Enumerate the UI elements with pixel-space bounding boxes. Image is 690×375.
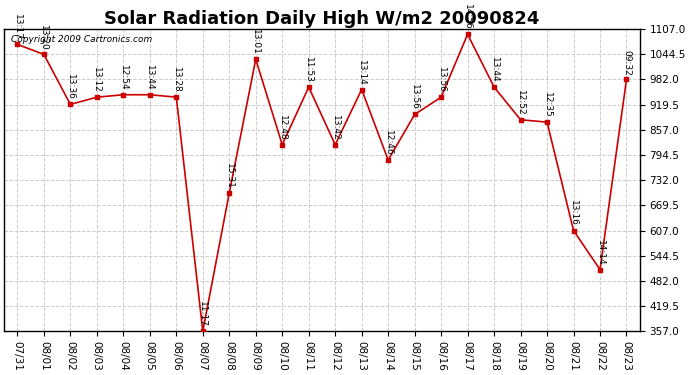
Point (118, 92, 129, 98)
Point (595, 267, 606, 273)
Point (39, 51, 50, 57)
Text: 15:31: 15:31 (225, 163, 234, 189)
Point (356, 87, 367, 93)
Text: 14:14: 14:14 (595, 240, 604, 266)
Title: Solar Radiation Daily High W/m2 20090824: Solar Radiation Daily High W/m2 20090824 (104, 9, 540, 27)
Point (144, 92, 155, 98)
Text: 09:32: 09:32 (622, 50, 631, 75)
Point (197, 328, 208, 334)
Text: 13:36: 13:36 (66, 74, 75, 100)
Point (330, 142, 341, 148)
Point (91, 94, 102, 100)
Text: 11:17: 11:17 (198, 301, 207, 327)
Text: 12:35: 12:35 (542, 92, 551, 118)
Text: 12:48: 12:48 (278, 115, 287, 141)
Text: 13:42: 13:42 (331, 115, 339, 141)
Text: 13:16: 13:16 (569, 201, 578, 226)
Point (542, 119, 553, 125)
Text: 13:56: 13:56 (410, 84, 419, 110)
Text: Copyright 2009 Cartronics.com: Copyright 2009 Cartronics.com (10, 35, 152, 44)
Point (568, 228, 579, 234)
Text: 13:56: 13:56 (437, 67, 446, 93)
Text: 13:12: 13:12 (92, 67, 101, 93)
Text: 14:56: 14:56 (463, 4, 472, 30)
Point (515, 117, 526, 123)
Text: 13:01: 13:01 (251, 29, 260, 55)
Point (489, 84, 500, 90)
Text: 13:20: 13:20 (39, 24, 48, 50)
Point (250, 56, 262, 62)
Point (435, 94, 446, 100)
Point (621, 76, 632, 82)
Point (171, 94, 182, 100)
Text: 13:14: 13:14 (357, 60, 366, 86)
Point (409, 111, 420, 117)
Text: 12:46: 12:46 (384, 130, 393, 156)
Text: 13:28: 13:28 (172, 67, 181, 93)
Text: 13:17: 13:17 (13, 14, 22, 40)
Point (383, 157, 394, 163)
Point (277, 142, 288, 148)
Text: 13:44: 13:44 (490, 57, 499, 83)
Point (65, 101, 76, 107)
Text: 13:44: 13:44 (146, 65, 155, 91)
Point (224, 190, 235, 196)
Point (12, 41, 23, 47)
Text: 12:54: 12:54 (119, 65, 128, 91)
Point (462, 32, 473, 38)
Text: 12:52: 12:52 (516, 90, 525, 116)
Point (303, 84, 314, 90)
Text: 11:53: 11:53 (304, 57, 313, 83)
